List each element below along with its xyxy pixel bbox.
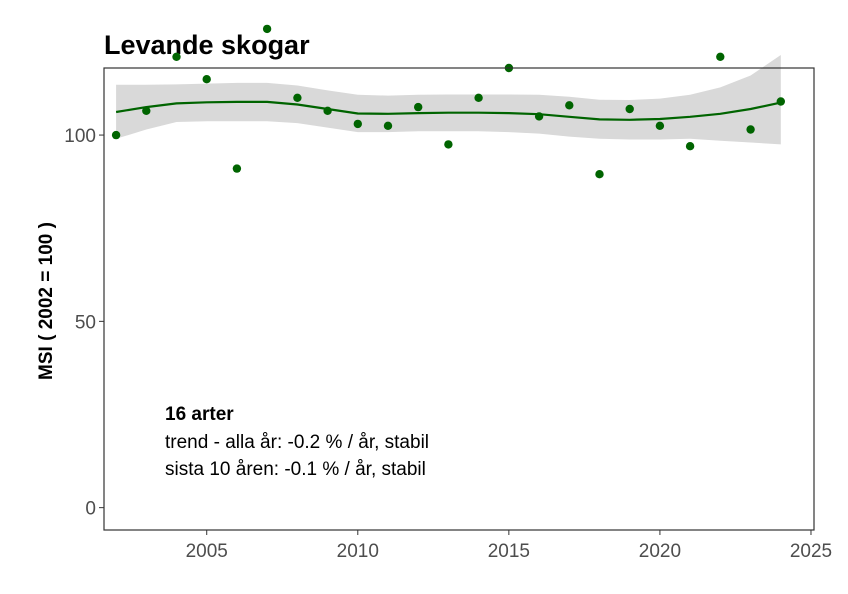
- confidence-ribbon-layer: [116, 55, 781, 145]
- annotation-heading: 16 arter: [165, 404, 234, 425]
- annotation-trend-last-10-years: sista 10 åren: -0.1 % / år, stabil: [165, 459, 426, 480]
- x-tick-label: 2020: [639, 541, 681, 562]
- data-point: [202, 75, 211, 84]
- data-point: [746, 125, 755, 134]
- x-tick-label: 2025: [790, 541, 832, 562]
- y-tick-label: 0: [85, 499, 96, 520]
- data-point: [172, 52, 181, 61]
- data-point: [444, 140, 453, 149]
- data-point: [293, 93, 302, 103]
- chart-title: Levande skogar: [104, 30, 310, 60]
- x-tick-label: 2010: [337, 541, 379, 562]
- x-tick-label: 2015: [488, 541, 530, 562]
- data-point: [474, 93, 483, 103]
- panel-border: [103, 67, 815, 531]
- data-point: [353, 119, 362, 129]
- x-tick-label: 2005: [186, 541, 228, 562]
- data-point: [414, 102, 423, 112]
- data-points-layer: [111, 24, 785, 179]
- data-point: [111, 130, 121, 140]
- data-point: [595, 170, 604, 179]
- data-point: [565, 101, 574, 110]
- data-point: [142, 106, 151, 116]
- data-point: [534, 112, 544, 121]
- data-point: [625, 104, 634, 114]
- confidence-ribbon: [116, 55, 781, 145]
- annotation-trend-all-years: trend - alla år: -0.2 % / år, stabil: [165, 432, 429, 453]
- x-axis: 2005 2010 2015 2020 2025: [186, 530, 832, 562]
- y-axis-title: MSI ( 2002 = 100 ): [36, 222, 57, 380]
- data-point: [716, 52, 725, 61]
- data-point: [685, 142, 695, 151]
- y-tick-label: 50: [75, 312, 96, 333]
- data-point: [655, 121, 665, 130]
- data-point: [776, 97, 785, 106]
- trend-line-layer: [115, 100, 782, 121]
- data-point: [232, 164, 242, 173]
- y-tick-label: 100: [64, 126, 96, 147]
- trend-line: [115, 100, 782, 121]
- y-axis: 0 50 100: [64, 126, 104, 520]
- data-point: [383, 121, 393, 130]
- data-point: [323, 106, 332, 116]
- data-point: [262, 24, 272, 34]
